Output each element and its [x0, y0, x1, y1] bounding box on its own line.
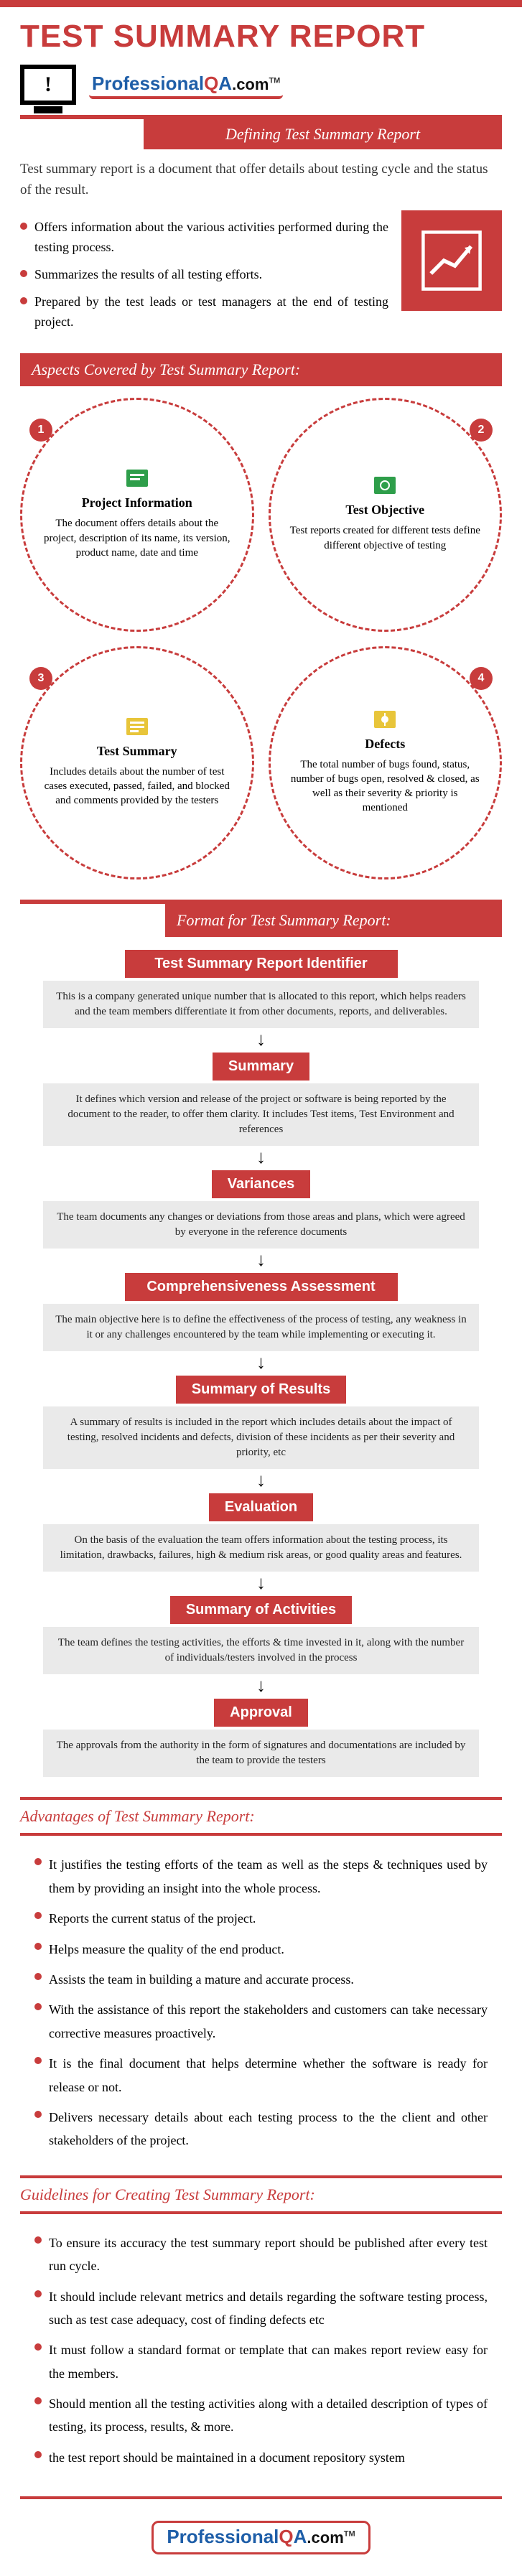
bullet-item: Summarizes the results of all testing ef…	[20, 265, 388, 285]
bullet-item: Should mention all the testing activitie…	[34, 2392, 488, 2439]
top-rule	[0, 0, 522, 7]
bullet-item: It is the final document that helps dete…	[34, 2052, 488, 2099]
defining-intro: Test summary report is a document that o…	[0, 149, 522, 207]
aspect-circle: 4 Defects The total number of bugs found…	[269, 646, 503, 880]
flow-desc: The team defines the testing activities,…	[43, 1627, 479, 1674]
guidelines-heading: Guidelines for Creating Test Summary Rep…	[20, 2175, 502, 2214]
list-icon	[126, 718, 148, 735]
flow-desc: The main objective here is to define the…	[43, 1304, 479, 1351]
feature-row: Offers information about the various act…	[0, 207, 522, 353]
flow-label: Variances	[212, 1170, 310, 1198]
bug-icon	[374, 711, 396, 728]
flow-label: Test Summary Report Identifier	[125, 950, 398, 978]
bullet-item: Assists the team in building a mature an…	[34, 1968, 488, 1991]
flow-label: Summary of Results	[176, 1376, 346, 1404]
bullet-item: It should include relevant metrics and d…	[34, 2285, 488, 2332]
arrow-icon: ↓	[256, 1030, 266, 1048]
arrow-icon: ↓	[256, 1470, 266, 1489]
flow-desc: This is a company generated unique numbe…	[43, 981, 479, 1028]
arrow-icon: ↓	[256, 1573, 266, 1592]
bullet-item: It justifies the testing efforts of the …	[34, 1853, 488, 1900]
flow-desc: The team documents any changes or deviat…	[43, 1201, 479, 1249]
advantages-heading: Advantages of Test Summary Report:	[20, 1797, 502, 1836]
footer: ProfessionalQA.comTM	[0, 2503, 522, 2576]
title-block: TEST SUMMARY REPORT	[0, 7, 522, 62]
bullet-item: Helps measure the quality of the end pro…	[34, 1938, 488, 1961]
flow-label: Approval	[214, 1699, 308, 1727]
flow-label: Summary of Activities	[170, 1596, 352, 1624]
chart-panel-icon	[401, 210, 502, 311]
arrow-icon: ↓	[256, 1676, 266, 1694]
flow-desc: It defines which version and release of …	[43, 1083, 479, 1146]
arrow-icon: ↓	[256, 1353, 266, 1371]
aspects-heading: Aspects Covered by Test Summary Report:	[20, 353, 502, 386]
format-flow: Test Summary Report Identifier This is a…	[0, 937, 522, 1797]
flow-label: Summary	[213, 1053, 309, 1081]
bullet-item: Offers information about the various act…	[20, 218, 388, 258]
logo-row: ! ProfessionalQA.comTM	[0, 62, 522, 111]
flow-label: Evaluation	[209, 1493, 313, 1521]
trend-icon	[419, 228, 484, 293]
circles-area: 1 Project Information The document offer…	[0, 386, 522, 895]
doc-icon	[126, 470, 148, 487]
aspect-circle: 3 Test Summary Includes details about th…	[20, 646, 254, 880]
flow-desc: The approvals from the authority in the …	[43, 1730, 479, 1777]
arrow-icon: ↓	[256, 1147, 266, 1166]
aspect-circle: 2 Test Objective Test reports created fo…	[269, 398, 503, 632]
bullet-item: With the assistance of this report the s…	[34, 1998, 488, 2045]
format-heading: Format for Test Summary Report:	[165, 904, 502, 937]
guidelines-list: To ensure its accuracy the test summary …	[0, 2214, 522, 2493]
target-icon	[374, 477, 396, 494]
aspect-circle: 1 Project Information The document offer…	[20, 398, 254, 632]
defining-bullets: Offers information about the various act…	[20, 210, 388, 339]
advantages-list: It justifies the testing efforts of the …	[0, 1836, 522, 2175]
monitor-icon: !	[20, 65, 76, 105]
bullet-item: It must follow a standard format or temp…	[34, 2338, 488, 2385]
bullet-item: Delivers necessary details about each te…	[34, 2106, 488, 2152]
flow-desc: A summary of results is included in the …	[43, 1406, 479, 1469]
bullet-item: Reports the current status of the projec…	[34, 1907, 488, 1930]
bullet-item: the test report should be maintained in …	[34, 2446, 488, 2469]
arrow-icon: ↓	[256, 1250, 266, 1269]
flow-desc: On the basis of the evaluation the team …	[43, 1524, 479, 1572]
bullet-item: Prepared by the test leads or test manag…	[20, 292, 388, 332]
brand-logo: ProfessionalQA.comTM	[164, 2524, 358, 2552]
bullet-item: To ensure its accuracy the test summary …	[34, 2231, 488, 2278]
footer-rule	[20, 2496, 502, 2499]
defining-heading: Defining Test Summary Report	[144, 119, 502, 149]
brand-logo: ProfessionalQA.comTM	[89, 71, 283, 99]
flow-label: Comprehensiveness Assessment	[125, 1273, 398, 1301]
main-title: TEST SUMMARY REPORT	[20, 19, 502, 55]
footer-brand-box: ProfessionalQA.comTM	[152, 2521, 370, 2554]
